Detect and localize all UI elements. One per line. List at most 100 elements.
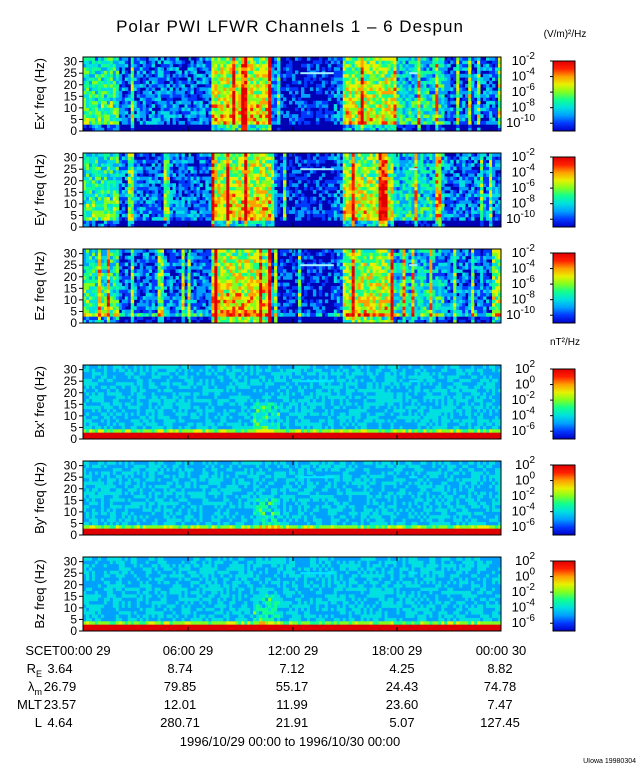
spectrogram-cell bbox=[357, 156, 362, 161]
spectrogram-cell bbox=[217, 186, 221, 191]
spectrogram-cell bbox=[97, 169, 102, 174]
spectrogram-cell bbox=[294, 80, 299, 85]
spectrogram-cell bbox=[127, 210, 132, 214]
spectrogram-cell bbox=[435, 57, 439, 61]
spectrogram-cell bbox=[435, 216, 439, 221]
interference-line bbox=[409, 72, 418, 75]
spectrogram-cell bbox=[118, 176, 123, 181]
spectrogram-cell bbox=[474, 190, 478, 194]
spectrogram-cell bbox=[483, 169, 487, 174]
spectrogram-cell bbox=[175, 94, 179, 98]
spectrogram-cell bbox=[250, 186, 254, 191]
spectrogram-cell bbox=[480, 179, 484, 184]
spectrogram-cell bbox=[390, 156, 394, 161]
spectrogram-cell bbox=[175, 176, 179, 181]
spectrogram-cell bbox=[154, 196, 159, 201]
spectrogram-cell bbox=[184, 186, 188, 191]
spectrogram-cell bbox=[387, 193, 391, 198]
spectrogram-cell bbox=[94, 193, 99, 198]
spectrogram-cell bbox=[247, 67, 251, 71]
spectrogram-cell bbox=[196, 196, 200, 201]
spectrogram-cell bbox=[417, 83, 421, 88]
spectrogram-cell bbox=[306, 216, 311, 221]
spectrogram-cell bbox=[271, 179, 275, 184]
spectrogram-cell bbox=[468, 153, 472, 157]
spectrogram-cell bbox=[441, 186, 445, 191]
spectrogram-cell bbox=[91, 97, 96, 102]
spectrogram-cell bbox=[360, 193, 365, 198]
spectrogram-cell bbox=[97, 203, 102, 208]
spectrogram-cell bbox=[118, 63, 123, 68]
spectrogram-cell bbox=[88, 206, 93, 211]
spectrogram-cell bbox=[151, 210, 156, 214]
spectrogram-cell bbox=[85, 156, 90, 161]
spectrogram-cell bbox=[348, 124, 353, 129]
spectrogram-cell bbox=[357, 83, 362, 88]
spectrogram-cell bbox=[196, 114, 200, 118]
spectrogram-cell bbox=[417, 176, 421, 181]
spectrogram-cell bbox=[181, 186, 185, 191]
spectrogram-cell bbox=[94, 90, 99, 95]
spectrogram-cell bbox=[214, 163, 218, 167]
spectrogram-cell bbox=[348, 206, 353, 211]
spectrogram-cell bbox=[277, 107, 281, 112]
spectrogram-cell bbox=[211, 80, 215, 85]
spectrogram-cell bbox=[366, 124, 371, 129]
spectrogram-cell bbox=[387, 156, 391, 161]
spectrogram-cell bbox=[303, 206, 308, 211]
spectrogram-cell bbox=[109, 186, 114, 191]
spectrogram-cell bbox=[492, 57, 496, 61]
spectrogram-cell bbox=[268, 94, 272, 98]
spectrogram-cell bbox=[498, 120, 502, 125]
spectrogram-cell bbox=[432, 120, 436, 125]
spectrogram-cell bbox=[109, 220, 114, 225]
spectrogram-cell bbox=[486, 186, 490, 191]
spectrogram-cell bbox=[91, 220, 96, 225]
spectrogram-cell bbox=[202, 193, 206, 198]
spectrogram-cell bbox=[115, 156, 120, 161]
spectrogram-cell bbox=[268, 153, 272, 157]
spectrogram-cell bbox=[208, 110, 212, 115]
spectrogram-cell bbox=[342, 124, 347, 129]
spectrogram-cell bbox=[181, 203, 185, 208]
spectrogram-cell bbox=[498, 63, 502, 68]
spectrogram-cell bbox=[253, 210, 257, 214]
spectrogram-cell bbox=[396, 97, 400, 102]
spectrogram-cell bbox=[444, 193, 448, 198]
spectrogram-cell bbox=[402, 70, 406, 75]
spectrogram-cell bbox=[399, 206, 403, 211]
spectrogram-cell bbox=[247, 120, 251, 125]
spectrogram-cell bbox=[139, 176, 144, 181]
spectrogram-cell bbox=[423, 104, 427, 108]
spectrogram-cell bbox=[438, 166, 442, 171]
spectrogram-cell bbox=[363, 124, 368, 129]
spectrogram-cell bbox=[456, 87, 460, 92]
spectrogram-cell bbox=[115, 159, 120, 164]
spectrogram-cell bbox=[327, 110, 332, 115]
spectrogram-cell bbox=[85, 223, 90, 228]
spectrogram-cell bbox=[265, 127, 269, 132]
spectrogram-cell bbox=[369, 200, 374, 204]
spectrogram-cell bbox=[259, 107, 263, 112]
spectrogram-cell bbox=[121, 80, 126, 85]
spectrogram-cell bbox=[402, 67, 406, 71]
spectrogram-cell bbox=[259, 57, 263, 61]
spectrogram-cell bbox=[375, 163, 379, 167]
spectrogram-cell bbox=[166, 166, 170, 171]
spectrogram-cell bbox=[238, 206, 242, 211]
spectrogram-cell bbox=[369, 220, 374, 225]
spectrogram-cell bbox=[384, 94, 388, 98]
spectrogram-cell bbox=[187, 114, 191, 118]
spectrogram-cell bbox=[106, 87, 111, 92]
spectrogram-cell bbox=[100, 107, 105, 112]
spectrogram-cell bbox=[345, 57, 350, 61]
spectrogram-cell bbox=[88, 124, 93, 129]
spectrogram-cell bbox=[172, 206, 176, 211]
spectrogram-cell bbox=[459, 104, 463, 108]
spectrogram-cell bbox=[426, 183, 430, 188]
spectrogram-cell bbox=[381, 120, 385, 125]
spectrogram-cell bbox=[250, 213, 254, 218]
spectrogram-cell bbox=[342, 127, 347, 132]
spectrogram-cell bbox=[468, 63, 472, 68]
spectrogram-cell bbox=[438, 60, 442, 65]
